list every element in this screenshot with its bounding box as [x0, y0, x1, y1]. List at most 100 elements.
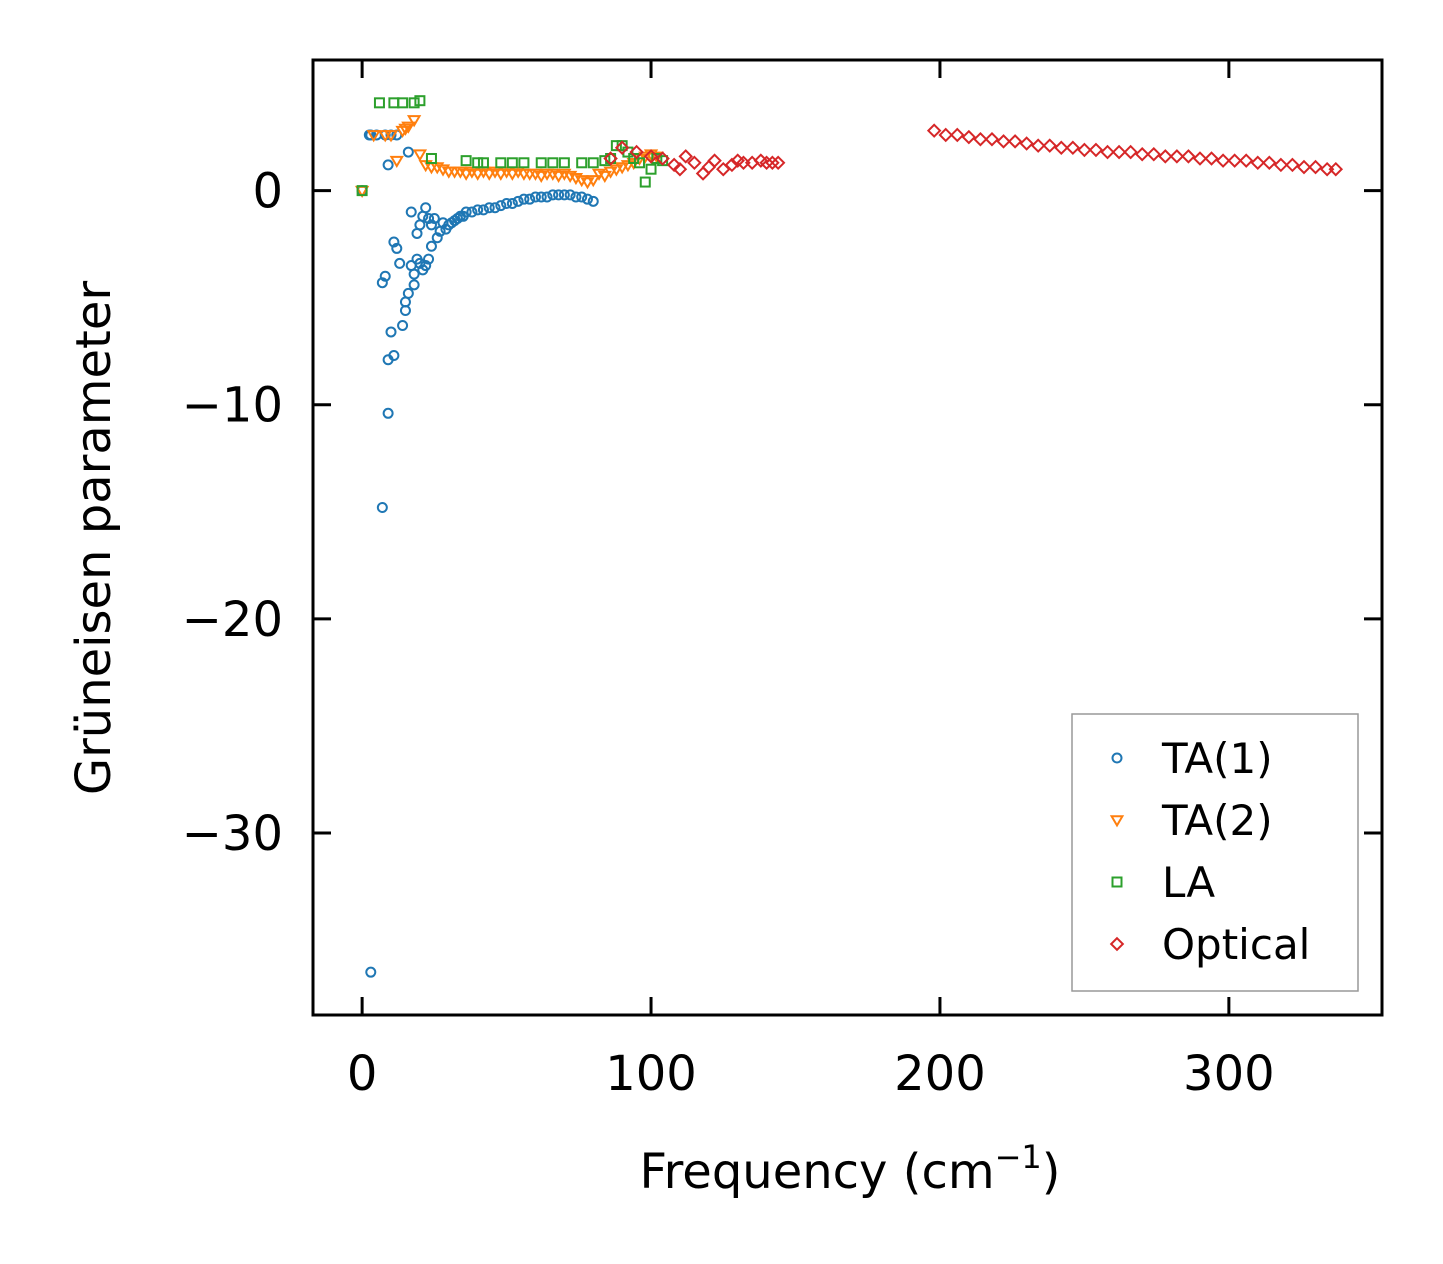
point-optical-28 — [1007, 134, 1023, 149]
point-ta1-31 — [414, 257, 426, 269]
point-optical-42 — [1169, 149, 1185, 164]
point-optical-11 — [707, 153, 722, 168]
point-ta1-26 — [408, 268, 420, 280]
legend-marker-ta2 — [1109, 815, 1125, 828]
point-ta1-66 — [547, 189, 559, 201]
point-ta1-23 — [402, 287, 414, 299]
point-la-14 — [547, 157, 559, 169]
point-ta2-38 — [580, 177, 595, 190]
x-axis-label-close: ) — [1042, 1144, 1061, 1200]
x-axis-label-superscript: −1 — [995, 1138, 1042, 1176]
point-ta2-8 — [406, 115, 422, 128]
point-ta1-63 — [529, 191, 541, 203]
axis-ticks: 0 100 200 300 0 −10 −20 −30 — [182, 60, 1382, 1102]
point-la-8 — [472, 157, 484, 169]
point-optical-32 — [1054, 140, 1069, 156]
x-tick-label-100: 100 — [605, 1046, 697, 1102]
point-optical-45 — [1204, 151, 1219, 166]
point-optical-40 — [1146, 146, 1162, 162]
point-ta1-61 — [518, 193, 530, 205]
point-ta1-40 — [428, 212, 440, 224]
legend: TA(1) TA(2) LA Optical — [1071, 713, 1359, 992]
point-optical-49 — [1250, 155, 1266, 171]
point-la-15 — [558, 157, 570, 169]
point-optical-6 — [672, 161, 688, 177]
point-optical-43 — [1181, 149, 1196, 164]
point-optical-13 — [724, 157, 740, 173]
point-ta1-18 — [394, 257, 406, 269]
point-ta1-56 — [489, 202, 501, 214]
point-optical-26 — [984, 131, 1000, 147]
data-points-layer — [354, 95, 1344, 978]
point-ta1-4 — [376, 502, 388, 514]
point-ta1-73 — [587, 195, 599, 207]
point-ta2-25 — [505, 168, 520, 181]
point-optical-33 — [1065, 140, 1081, 156]
point-la-20 — [610, 140, 622, 152]
point-ta2-39 — [586, 175, 601, 188]
point-optical-24 — [961, 129, 977, 145]
point-optical-52 — [1285, 157, 1300, 173]
point-la-12 — [518, 157, 530, 169]
point-ta2-42 — [603, 166, 618, 179]
point-la-13 — [535, 157, 547, 169]
point-la-1 — [373, 97, 385, 109]
point-ta2-6 — [398, 123, 413, 136]
point-ta1-14 — [382, 159, 394, 171]
point-ta2-7 — [401, 121, 416, 134]
point-ta1-58 — [501, 197, 513, 209]
point-optical-56 — [1328, 161, 1344, 177]
point-optical-41 — [1158, 149, 1173, 164]
point-optical-29 — [1019, 136, 1034, 151]
point-ta1-55 — [483, 202, 495, 214]
point-ta1-37 — [423, 253, 435, 265]
y-tick-label-1: −10 — [182, 378, 283, 434]
legend-label-optical: Optical — [1162, 920, 1310, 969]
point-ta1-12 — [379, 270, 391, 282]
point-ta2-21 — [482, 168, 497, 181]
point-la-4 — [408, 97, 420, 109]
point-la-27 — [651, 152, 663, 164]
point-ta1-69 — [564, 189, 576, 201]
point-ta2-1 — [366, 130, 381, 143]
point-la-5 — [414, 95, 426, 107]
point-la-18 — [599, 155, 611, 167]
point-optical-1 — [614, 140, 630, 156]
legend-box — [1071, 713, 1359, 992]
point-optical-44 — [1192, 151, 1208, 166]
point-ta2-30 — [534, 170, 549, 184]
point-optical-31 — [1042, 138, 1058, 153]
point-ta1-35 — [420, 260, 432, 272]
point-la-9 — [477, 157, 489, 169]
point-optical-37 — [1111, 144, 1127, 160]
point-ta1-59 — [506, 197, 518, 209]
point-optical-8 — [687, 155, 702, 171]
point-ta1-19 — [397, 320, 409, 332]
point-optical-27 — [996, 134, 1011, 149]
x-axis-label: Frequency (cm−1) — [639, 1138, 1060, 1200]
point-ta1-38 — [425, 240, 437, 252]
point-optical-2 — [629, 144, 644, 160]
legend-marker-ta1 — [1111, 752, 1123, 764]
point-ta1-65 — [541, 191, 553, 203]
point-ta2-17 — [458, 168, 474, 181]
point-ta1-51 — [460, 206, 472, 218]
point-ta2-50 — [649, 151, 664, 164]
legend-markers — [1109, 752, 1125, 952]
point-la-24 — [633, 157, 645, 169]
point-optical-30 — [1030, 138, 1046, 153]
x-tick-label-0: 0 — [347, 1046, 378, 1102]
point-optical-3 — [643, 149, 659, 164]
point-ta2-3 — [383, 130, 399, 143]
point-optical-21 — [926, 123, 942, 138]
point-optical-36 — [1100, 144, 1115, 160]
point-ta2-5 — [395, 125, 410, 139]
legend-marker-optical — [1109, 936, 1125, 952]
legend-label-ta2: TA(2) — [1161, 796, 1273, 845]
point-ta1-72 — [581, 193, 593, 205]
y-tick-label-3: −30 — [182, 806, 283, 862]
point-ta1-17 — [391, 242, 403, 254]
point-ta1-64 — [535, 191, 547, 203]
